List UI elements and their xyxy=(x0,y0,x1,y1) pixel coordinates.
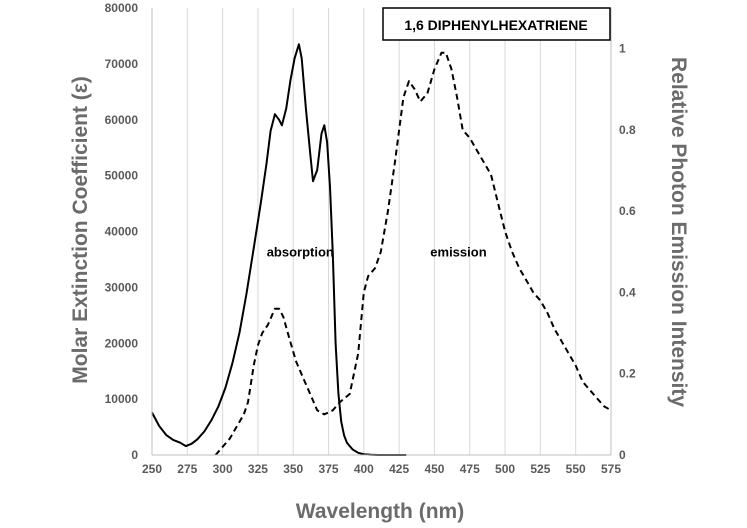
x-tick-label: 575 xyxy=(601,462,621,476)
chart-title: 1,6 DIPHENYLHEXATRIENE xyxy=(404,17,587,33)
x-tick-label: 550 xyxy=(566,462,586,476)
y-tick-label: 80000 xyxy=(105,1,139,15)
y-tick-label: 10000 xyxy=(105,392,139,406)
x-tick-label: 325 xyxy=(248,462,268,476)
y-tick-label: 20000 xyxy=(105,336,139,350)
y2-tick-label: 0.6 xyxy=(619,204,636,218)
chart-title-box: 1,6 DIPHENYLHEXATRIENE xyxy=(382,7,611,41)
y-tick-label: 0 xyxy=(131,448,138,462)
y2-axis-title: Relative Photon Emission Intensity xyxy=(667,57,690,407)
y2-tick-label: 0.2 xyxy=(619,367,636,381)
x-tick-label: 525 xyxy=(530,462,550,476)
series-layer xyxy=(151,43,612,456)
y-tick-label: 60000 xyxy=(105,113,139,127)
x-tick-label: 475 xyxy=(460,462,480,476)
x-tick-label: 350 xyxy=(283,462,303,476)
y2-tick-label: 1 xyxy=(619,42,626,56)
x-tick-label: 400 xyxy=(354,462,374,476)
axes xyxy=(151,8,612,456)
series-line-emission xyxy=(214,51,612,456)
annotation-absorption: absorption xyxy=(267,245,334,260)
y-tick-label: 70000 xyxy=(105,57,139,71)
x-tick-label: 425 xyxy=(389,462,409,476)
series-line-absorption xyxy=(151,43,407,456)
y-tick-label: 40000 xyxy=(105,225,139,239)
tick-labels: 250 275 300 325 350 375 400 425 450 475 500 525 550 5… xyxy=(105,1,636,476)
y2-tick-label: 0 xyxy=(619,448,626,462)
y-tick-label: 50000 xyxy=(105,169,139,183)
x-tick-label: 450 xyxy=(424,462,444,476)
x-tick-label: 300 xyxy=(213,462,233,476)
title-box-border xyxy=(382,7,611,41)
y-tick-label: 30000 xyxy=(105,280,139,294)
x-tick-label: 275 xyxy=(177,462,197,476)
x-tick-label: 375 xyxy=(319,462,339,476)
y-axis-title: Molar Extinction Coefficient (ε) xyxy=(69,76,92,383)
annotation-emission: emission xyxy=(430,245,486,260)
y2-tick-label: 0.8 xyxy=(619,123,636,137)
x-tick-label: 500 xyxy=(495,462,515,476)
x-tick-label: 250 xyxy=(142,462,162,476)
x-axis-title: Wavelength (nm) xyxy=(296,500,464,523)
grid xyxy=(151,8,612,455)
y2-tick-label: 0.4 xyxy=(619,285,636,299)
